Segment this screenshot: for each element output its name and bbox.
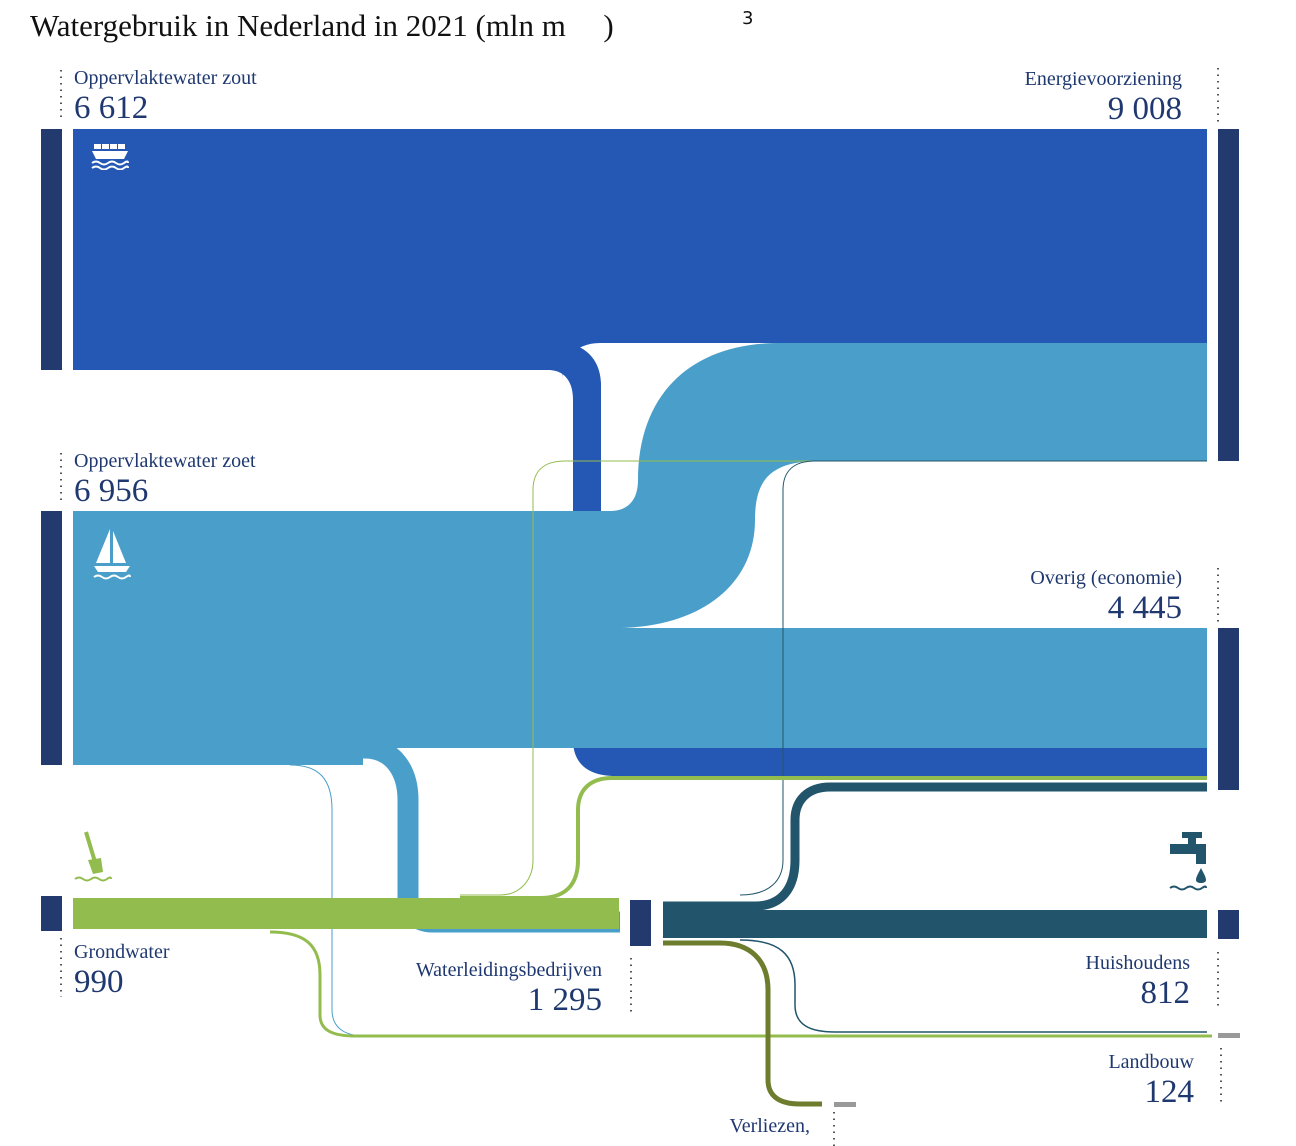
label-groundwater: Grondwater 990 (74, 940, 170, 1000)
label-fresh-surface-name: Oppervlaktewater zoet (74, 450, 256, 472)
label-salt-surface-name: Oppervlaktewater zout (74, 67, 257, 89)
node-bar-households (1218, 910, 1239, 939)
label-groundwater-value: 990 (74, 964, 124, 1000)
node-bar-fresh-surface (41, 511, 62, 765)
flow-fresh-to-water-companies (300, 737, 620, 933)
flow-ground-to-other (460, 776, 1207, 900)
label-water-companies-value: 1 295 (527, 982, 602, 1018)
label-energy-name: Energievoorziening (1024, 68, 1182, 90)
label-water-companies-name: Waterleidingsbedrijven (415, 959, 602, 981)
flow-fresh-to-other (73, 628, 1207, 748)
flow-ground-to-water-companies (73, 898, 619, 929)
label-losses-name: Verliezen, (729, 1115, 810, 1137)
label-households-name: Huishoudens (1085, 952, 1190, 974)
node-bar-losses (834, 1102, 856, 1107)
flow-supply-to-households (663, 910, 1207, 938)
label-fresh-surface: Oppervlaktewater zoet 6 956 (74, 449, 256, 509)
flow-supply-to-other (663, 782, 1207, 911)
label-other-economy: Overig (economie) 4 445 (1030, 566, 1182, 626)
guide-lines (60, 68, 1222, 1146)
label-households: Huishoudens 812 (1086, 951, 1190, 1011)
shovel-icon (73, 830, 115, 893)
label-water-companies: Waterleidingsbedrijven 1 295 (416, 958, 602, 1018)
node-bar-groundwater (41, 896, 62, 931)
tap-icon (1168, 830, 1210, 901)
node-bar-other-economy (1218, 628, 1239, 790)
node-bar-water-companies (630, 900, 651, 946)
label-other-economy-name: Overig (economie) (1030, 567, 1182, 589)
chart-title-close: ) (603, 8, 614, 43)
flow-supply-to-agriculture (739, 939, 1207, 1033)
label-other-economy-value: 4 445 (1107, 590, 1182, 626)
label-fresh-surface-value: 6 956 (74, 473, 149, 509)
label-losses: Verliezen, (729, 1114, 810, 1138)
flow-fresh-to-energy (73, 343, 1207, 628)
label-energy: Energievoorziening 9 008 (1025, 67, 1182, 127)
flow-fresh-to-other-tail (73, 748, 363, 765)
chart-title-text: Watergebruik in Nederland in 2021 (mln m (30, 8, 566, 43)
label-agriculture-value: 124 (1144, 1074, 1195, 1110)
chart-title: Watergebruik in Nederland in 2021 (mln m… (30, 8, 614, 44)
label-agriculture: Landbouw 124 (1108, 1050, 1194, 1110)
label-groundwater-name: Grondwater (74, 941, 170, 963)
flow-ground-to-energy (460, 460, 1207, 896)
flow-ground-to-agriculture (269, 930, 1212, 1038)
label-salt-surface: Oppervlaktewater zout 6 612 (74, 66, 257, 126)
label-salt-surface-value: 6 612 (74, 90, 149, 126)
label-agriculture-name: Landbouw (1108, 1051, 1194, 1073)
flow-salt-to-energy (73, 129, 1207, 380)
sailboat-icon (92, 527, 132, 588)
node-bar-energy (1218, 129, 1239, 461)
title-superscript: 3 (742, 8, 754, 29)
label-energy-value: 9 008 (1107, 91, 1182, 127)
cargo-ship-icon (90, 142, 130, 175)
flow-supply-to-losses (663, 940, 822, 1107)
node-bar-salt-surface (41, 129, 62, 370)
flow-supply-to-energy (739, 460, 1207, 896)
node-bar-agriculture (1218, 1033, 1240, 1038)
label-households-value: 812 (1140, 975, 1191, 1011)
